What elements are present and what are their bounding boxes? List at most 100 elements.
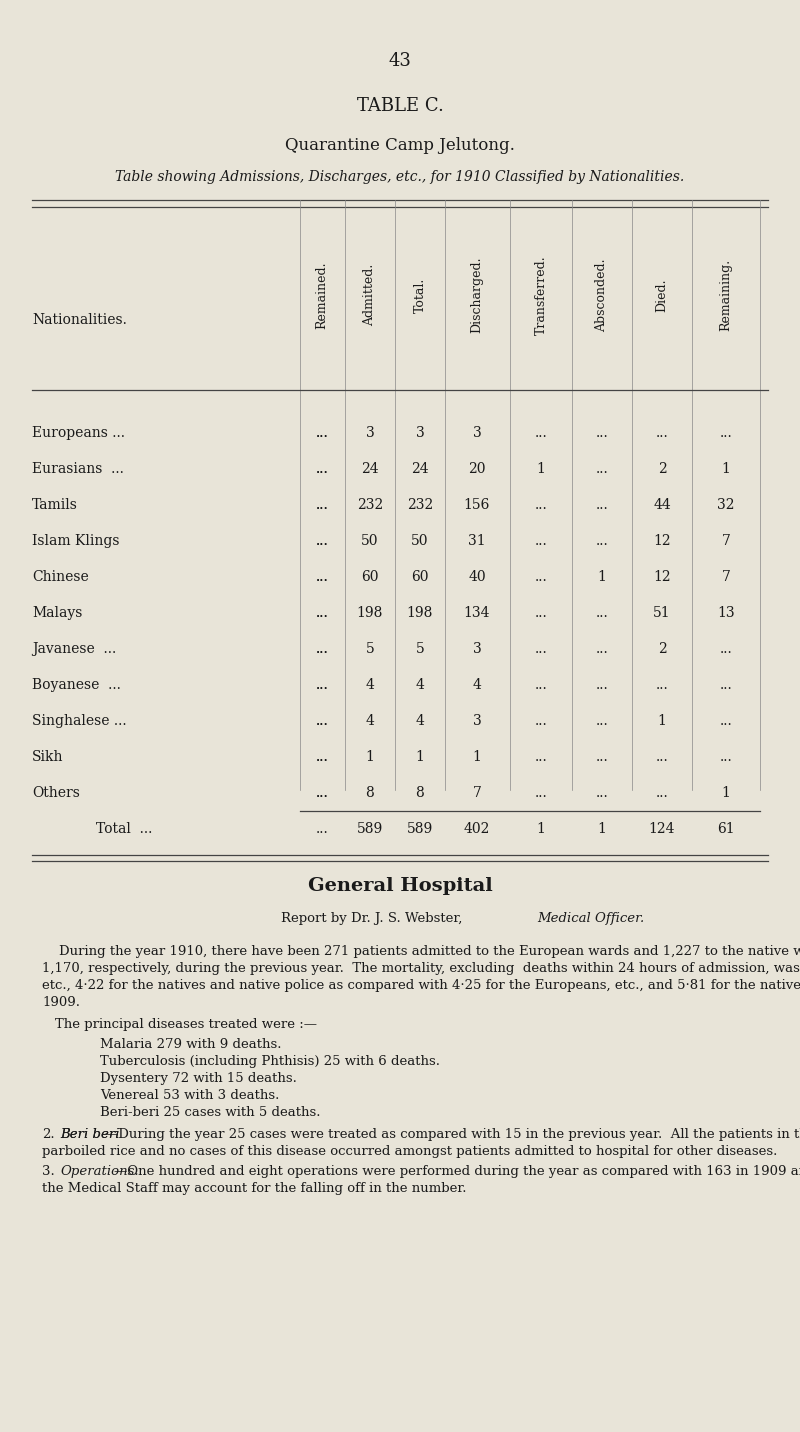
Text: ...: ...	[316, 606, 328, 620]
Text: ...: ...	[656, 750, 668, 765]
Text: ...: ...	[534, 715, 547, 727]
Text: ...: ...	[316, 425, 328, 440]
Text: 1: 1	[537, 463, 546, 475]
Text: ...: ...	[316, 570, 328, 584]
Text: Europeans ...: Europeans ...	[32, 425, 125, 440]
Text: 3: 3	[473, 642, 482, 656]
Text: 1: 1	[473, 750, 482, 765]
Text: ...: ...	[534, 425, 547, 440]
Text: Tuberculosis (including Phthisis) 25 with 6 deaths.: Tuberculosis (including Phthisis) 25 wit…	[100, 1055, 440, 1068]
Text: ...: ...	[316, 677, 328, 692]
Text: Beri beri: Beri beri	[60, 1128, 119, 1141]
Text: ...: ...	[596, 642, 608, 656]
Text: ...: ...	[316, 570, 328, 584]
Text: 24: 24	[361, 463, 379, 475]
Text: ...: ...	[316, 786, 328, 800]
Text: Report by Dr. J. S. Webster,: Report by Dr. J. S. Webster,	[281, 912, 519, 925]
Text: Boyanese  ...: Boyanese ...	[32, 677, 121, 692]
Text: ...: ...	[534, 750, 547, 765]
Text: Beri-beri 25 cases with 5 deaths.: Beri-beri 25 cases with 5 deaths.	[100, 1106, 321, 1118]
Text: 31: 31	[468, 534, 486, 548]
Text: 43: 43	[389, 52, 411, 70]
Text: 124: 124	[649, 822, 675, 836]
Text: Dysentery 72 with 15 deaths.: Dysentery 72 with 15 deaths.	[100, 1073, 297, 1085]
Text: 134: 134	[464, 606, 490, 620]
Text: ...: ...	[720, 750, 732, 765]
Text: Absconded.: Absconded.	[595, 258, 609, 332]
Text: 1: 1	[598, 570, 606, 584]
Text: The principal diseases treated were :—: The principal diseases treated were :—	[55, 1018, 317, 1031]
Text: ...: ...	[316, 677, 328, 692]
Text: 40: 40	[468, 570, 486, 584]
Text: Discharged.: Discharged.	[470, 256, 483, 334]
Text: 24: 24	[411, 463, 429, 475]
Text: Admitted.: Admitted.	[363, 263, 377, 326]
Text: General Hospital: General Hospital	[308, 876, 492, 895]
Text: Singhalese ...: Singhalese ...	[32, 715, 126, 727]
Text: 1,170, respectively, during the previous year.  The mortality, excluding  deaths: 1,170, respectively, during the previous…	[42, 962, 800, 975]
Text: ...: ...	[316, 642, 328, 656]
Text: Venereal 53 with 3 deaths.: Venereal 53 with 3 deaths.	[100, 1088, 279, 1103]
Text: ...: ...	[316, 642, 328, 656]
Text: 7: 7	[722, 534, 730, 548]
Text: Others: Others	[32, 786, 80, 800]
Text: Total  ...: Total ...	[96, 822, 152, 836]
Text: Eurasians  ...: Eurasians ...	[32, 463, 124, 475]
Text: ...: ...	[316, 606, 328, 620]
Text: ...: ...	[316, 534, 328, 548]
Text: ...: ...	[596, 534, 608, 548]
Text: Quarantine Camp Jelutong.: Quarantine Camp Jelutong.	[285, 137, 515, 155]
Text: ...: ...	[316, 425, 328, 440]
Text: Sikh: Sikh	[32, 750, 63, 765]
Text: 5: 5	[366, 642, 374, 656]
Text: 20: 20	[468, 463, 486, 475]
Text: Remaining.: Remaining.	[719, 259, 733, 331]
Text: ...: ...	[316, 498, 328, 513]
Text: ...: ...	[596, 715, 608, 727]
Text: 4: 4	[366, 715, 374, 727]
Text: ...: ...	[534, 570, 547, 584]
Text: 8: 8	[366, 786, 374, 800]
Text: Nationalities.: Nationalities.	[32, 314, 127, 326]
Text: parboiled rice and no cases of this disease occurred amongst patients admitted t: parboiled rice and no cases of this dise…	[42, 1146, 778, 1158]
Text: ...: ...	[596, 606, 608, 620]
Text: Malays: Malays	[32, 606, 82, 620]
Text: 3.: 3.	[42, 1166, 54, 1179]
Text: 1: 1	[722, 463, 730, 475]
Text: 198: 198	[357, 606, 383, 620]
Text: 4: 4	[473, 677, 482, 692]
Text: ...: ...	[316, 750, 328, 765]
Text: Tamils: Tamils	[32, 498, 78, 513]
Text: 60: 60	[362, 570, 378, 584]
Text: 1: 1	[366, 750, 374, 765]
Text: ...: ...	[316, 463, 328, 475]
Text: 1: 1	[537, 822, 546, 836]
Text: ...: ...	[656, 425, 668, 440]
Text: 2: 2	[658, 642, 666, 656]
Text: 12: 12	[653, 534, 671, 548]
Text: 3: 3	[366, 425, 374, 440]
Text: ...: ...	[534, 677, 547, 692]
Text: 50: 50	[411, 534, 429, 548]
Text: 4: 4	[415, 677, 425, 692]
Text: ...: ...	[720, 642, 732, 656]
Text: Operations.: Operations.	[60, 1166, 138, 1179]
Text: 4: 4	[415, 715, 425, 727]
Text: 589: 589	[357, 822, 383, 836]
Text: ...: ...	[316, 715, 328, 727]
Text: ...: ...	[596, 463, 608, 475]
Text: Table showing Admissions, Discharges, etc., for 1910 Classified by Nationalities: Table showing Admissions, Discharges, et…	[115, 170, 685, 183]
Text: Medical Officer.: Medical Officer.	[538, 912, 645, 925]
Text: Chinese: Chinese	[32, 570, 89, 584]
Text: ...: ...	[316, 498, 328, 513]
Text: ...: ...	[596, 677, 608, 692]
Text: ...: ...	[596, 425, 608, 440]
Text: Islam Klings: Islam Klings	[32, 534, 119, 548]
Text: ...: ...	[720, 677, 732, 692]
Text: 1: 1	[658, 715, 666, 727]
Text: ...: ...	[720, 715, 732, 727]
Text: 1: 1	[415, 750, 425, 765]
Text: ...: ...	[534, 498, 547, 513]
Text: 3: 3	[473, 425, 482, 440]
Text: Javanese  ...: Javanese ...	[32, 642, 116, 656]
